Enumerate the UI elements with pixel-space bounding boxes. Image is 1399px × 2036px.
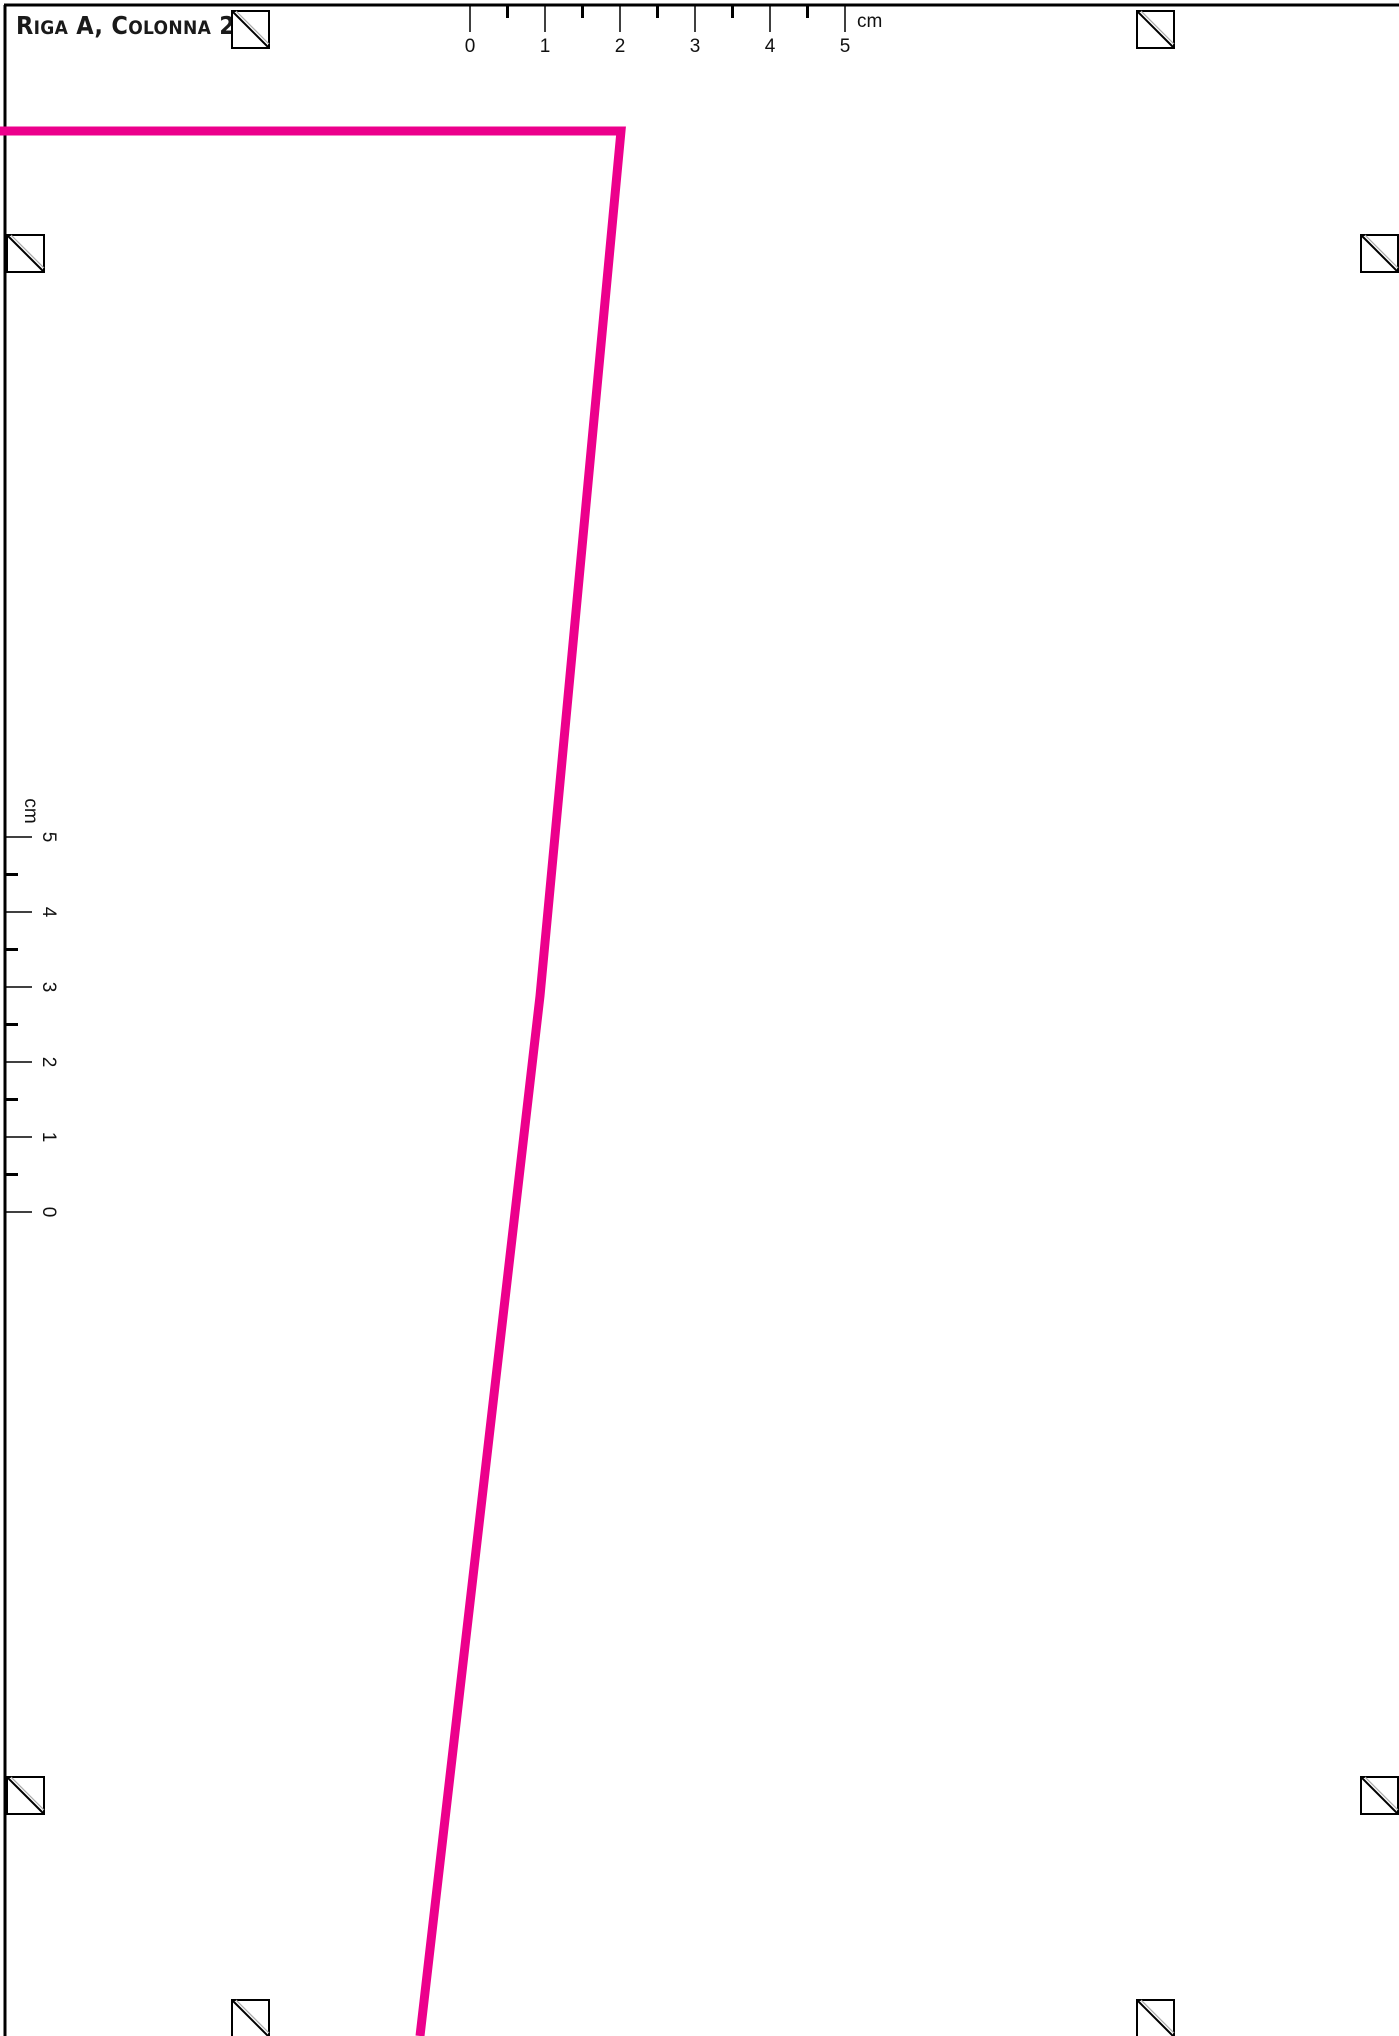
registration-square-icon bbox=[6, 1776, 45, 1815]
ruler-v-unit: cm bbox=[20, 798, 41, 823]
ruler-v-label: 3 bbox=[38, 982, 59, 993]
ruler-h-label: 5 bbox=[840, 36, 851, 57]
page-title-part: C bbox=[111, 11, 129, 40]
ruler-h-label: 4 bbox=[765, 36, 776, 57]
ruler-v-label: 2 bbox=[38, 1057, 59, 1068]
registration-marks bbox=[6, 10, 1399, 2036]
page-title-part: A, bbox=[68, 11, 112, 40]
registration-square-icon bbox=[231, 1999, 270, 2036]
page-title-part: OLONNA bbox=[128, 17, 212, 39]
registration-square-icon bbox=[6, 234, 45, 273]
registration-square-icon bbox=[1360, 1776, 1399, 1815]
ruler-v-label: 5 bbox=[38, 832, 59, 843]
ruler-h-label: 1 bbox=[540, 36, 551, 57]
ruler-h-label: 2 bbox=[615, 36, 626, 57]
page-title-part: IGA bbox=[33, 17, 69, 39]
horizontal-ruler: 0 1 2 3 4 5 cm bbox=[465, 5, 882, 57]
registration-square-icon bbox=[1136, 1999, 1175, 2036]
ruler-h-label: 0 bbox=[465, 36, 476, 57]
ruler-h-label: 3 bbox=[690, 36, 701, 57]
ruler-v-label: 1 bbox=[38, 1132, 59, 1143]
vertical-ruler: 0 1 2 3 4 5 cm bbox=[5, 798, 59, 1217]
page-title-part: R bbox=[16, 11, 34, 40]
registration-square-icon bbox=[1360, 234, 1399, 273]
registration-square-icon bbox=[231, 10, 270, 49]
ruler-v-label: 0 bbox=[38, 1207, 59, 1218]
ruler-h-unit: cm bbox=[857, 11, 882, 32]
pattern-cut-line bbox=[0, 126, 626, 2036]
ruler-v-label: 4 bbox=[38, 907, 59, 918]
registration-square-icon bbox=[1136, 10, 1175, 49]
